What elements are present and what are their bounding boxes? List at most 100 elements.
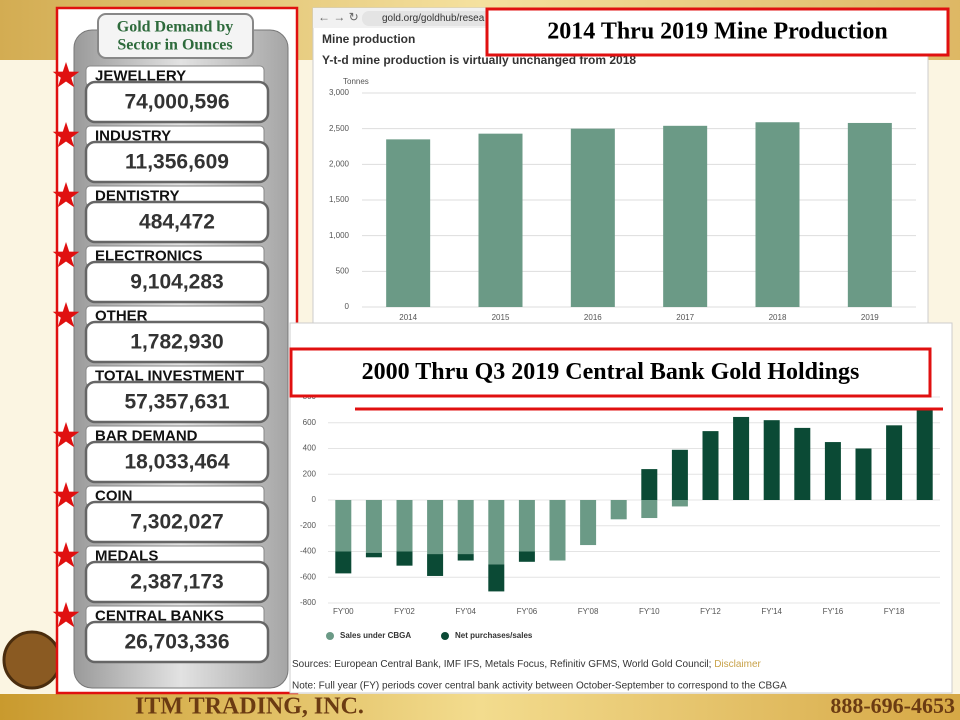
bar-segment (549, 500, 566, 561)
x-tick-label: FY'18 (884, 607, 905, 616)
sector-value: 18,033,464 (124, 451, 229, 474)
bar-segment (365, 552, 382, 558)
bar-segment (427, 500, 444, 555)
bar-segment (488, 500, 505, 565)
sector-name: BAR DEMAND (95, 427, 198, 444)
bar-segment (396, 551, 413, 566)
y-tick-label: 400 (303, 444, 317, 453)
y-tick-label: -400 (300, 547, 317, 556)
y-tick-label: 0 (345, 302, 350, 311)
panel-title-badge (97, 13, 254, 59)
x-tick-label: 2018 (769, 313, 787, 322)
bar-segment (365, 500, 382, 553)
sector-name: INDUSTRY (95, 127, 171, 144)
sector-value-box (84, 380, 270, 424)
source-text: Sources: European Central Bank, IMF IFS,… (292, 659, 714, 670)
bar-segment (335, 551, 352, 574)
star (52, 62, 80, 88)
source: Sources: European Central Bank, IMF IFS,… (292, 659, 762, 670)
y-tick-label: 1,000 (329, 231, 350, 240)
x-tick-label: 2014 (399, 313, 417, 322)
star (52, 242, 80, 268)
bar-segment (794, 427, 811, 500)
sector-name: MEDALS (95, 547, 158, 564)
bar (847, 122, 892, 308)
url: gold.org/goldhub/resea (382, 13, 485, 24)
x-tick-label: 2019 (861, 313, 879, 322)
sector-value: 9,104,283 (130, 271, 223, 294)
y-tick-label: -200 (300, 521, 317, 530)
star (52, 422, 80, 448)
sector-name: COIN (95, 487, 133, 504)
x-tick-label: 2015 (492, 313, 510, 322)
star (52, 122, 80, 148)
bar (386, 139, 431, 307)
y-tick-label: -800 (300, 598, 317, 607)
bar-segment (580, 500, 597, 546)
bar-segment (641, 500, 658, 519)
sector-value: 57,357,631 (124, 391, 229, 414)
sector-value-box (84, 140, 270, 184)
bar-segment (886, 425, 903, 500)
legend-label: Net purchases/sales (455, 631, 533, 640)
banners: 2014 Thru 2019 Mine Production 2000 Thru … (289, 7, 950, 411)
star (52, 482, 80, 508)
panel-title: Sector in Ounces (117, 37, 232, 54)
note: Note: Full year (FY) periods cover centr… (292, 681, 787, 692)
y-tick-label: 2,000 (329, 159, 350, 168)
sector-value-box (84, 620, 270, 664)
sector-name: TOTAL INVESTMENT (95, 367, 244, 384)
sector-value-box (84, 500, 270, 544)
bar-segment (488, 564, 505, 592)
sector-value: 11,356,609 (125, 151, 229, 174)
bar (663, 125, 708, 308)
x-tick-label: 2017 (676, 313, 694, 322)
y-tick-label: 200 (303, 469, 317, 478)
footer-band (0, 694, 960, 720)
bar-segment (671, 449, 688, 500)
bar-segment (610, 500, 627, 520)
legend-swatch (326, 632, 334, 640)
bar-segment (518, 551, 535, 562)
x-tick-label: FY'06 (517, 607, 538, 616)
bar-segment (396, 500, 413, 552)
chart-title: Mine production (322, 32, 415, 46)
bar (478, 133, 523, 307)
globe-decoration (2, 630, 62, 690)
x-tick-label: FY'12 (700, 607, 721, 616)
sector-name: ELECTRONICS (95, 247, 203, 264)
star (52, 542, 80, 568)
sector-value-box (84, 320, 270, 364)
star (52, 602, 80, 628)
sector-name: JEWELLERY (95, 67, 186, 84)
x-tick-label: FY'00 (333, 607, 354, 616)
x-tick-label: FY'10 (639, 607, 660, 616)
sector-value-box (84, 200, 270, 244)
banner-text: 2014 Thru 2019 Mine Production (547, 19, 887, 45)
bar-segment (335, 500, 352, 552)
sector-value: 484,472 (139, 211, 215, 234)
x-tick-label: 2016 (584, 313, 602, 322)
y-tick-label: 1,500 (329, 195, 350, 204)
star (52, 182, 80, 208)
sector-name: OTHER (95, 307, 148, 324)
banner-box (289, 347, 932, 398)
x-tick-label: FY'04 (455, 607, 476, 616)
bar-segment (702, 431, 719, 500)
bar-segment (855, 448, 872, 500)
y-axis-label: Tonnes (343, 77, 369, 86)
x-tick-label: FY'16 (823, 607, 844, 616)
bar-segment (641, 469, 658, 500)
sector-value: 1,782,930 (130, 331, 223, 354)
x-tick-label: FY'08 (578, 607, 599, 616)
y-tick-label: -600 (300, 572, 317, 581)
banner-box (485, 7, 950, 57)
legend-swatch (441, 632, 449, 640)
sector-value: 2,387,173 (130, 571, 223, 594)
x-tick-label: FY'02 (394, 607, 415, 616)
sector-name: CENTRAL BANKS (95, 607, 224, 624)
sector-value: 26,703,336 (124, 631, 229, 654)
disclaimer-link: Disclaimer (714, 659, 761, 670)
